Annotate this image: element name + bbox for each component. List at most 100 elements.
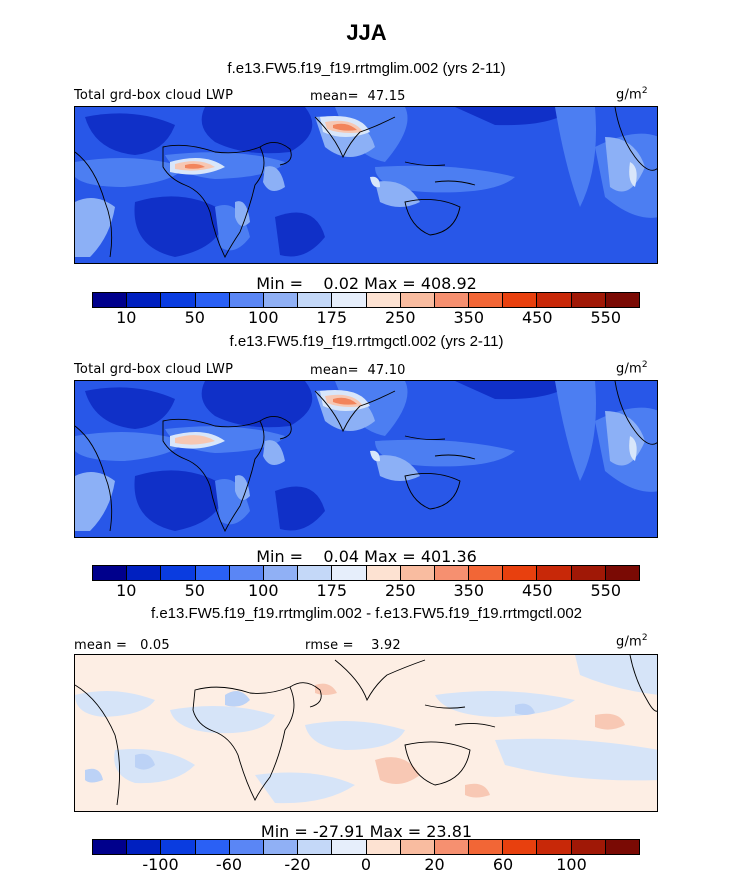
panel3-mean-label: mean = <box>74 638 128 653</box>
colorbar-tick-label: 60 <box>492 855 514 874</box>
colorbar-tick-label: -20 <box>284 855 311 874</box>
colorbar-swatch <box>365 293 400 307</box>
colorbar-swatch <box>399 293 434 307</box>
colorbar-swatch <box>570 840 605 854</box>
colorbar-tick-label: 250 <box>384 581 416 600</box>
colorbar-tick-label: 100 <box>556 855 587 874</box>
panel1-map <box>74 106 658 264</box>
colorbar-swatch <box>160 293 195 307</box>
colorbar-tick-label: 250 <box>384 308 416 327</box>
colorbar-swatch <box>502 840 537 854</box>
panel3-rmse-label: rmse = <box>305 638 354 653</box>
colorbar-swatch <box>262 566 298 580</box>
panel3-map <box>74 654 658 812</box>
panel2-colorbar-ticks: 10 50 100 175 250 350 450 550 <box>92 581 640 601</box>
colorbar-tick-label: 550 <box>590 581 622 600</box>
colorbar-tick-label: 10 <box>116 308 137 327</box>
colorbar-swatch <box>502 293 537 307</box>
panel2-map-svg <box>75 381 657 537</box>
panel2-map <box>74 380 658 538</box>
colorbar-swatch <box>604 840 639 854</box>
colorbar-tick-label: 550 <box>590 308 622 327</box>
colorbar-swatch <box>93 293 127 307</box>
panel1-mean-label: mean= <box>310 89 359 104</box>
panel3-mean: mean = 0.05 <box>74 638 170 653</box>
panel3-colorbar <box>92 839 640 855</box>
colorbar-swatch <box>468 293 503 307</box>
colorbar-tick-label: 50 <box>184 308 205 327</box>
colorbar-tick-label: 100 <box>247 308 279 327</box>
colorbar-swatch <box>604 293 639 307</box>
colorbar-swatch <box>262 840 298 854</box>
colorbar-tick-label: 10 <box>116 581 137 600</box>
colorbar-tick-label: 175 <box>316 308 348 327</box>
panel1-colorbar-ticks: 10 50 100 175 250 350 450 550 <box>92 308 640 328</box>
colorbar-swatch <box>93 840 127 854</box>
panel2-colorbar <box>92 565 640 581</box>
panel1-min-max: Min = 0.02 Max = 408.92 <box>256 274 477 293</box>
colorbar-swatch <box>433 293 469 307</box>
panel2-mean: mean= 47.10 <box>310 363 406 378</box>
colorbar-swatch <box>536 840 571 854</box>
colorbar-tick-label: -100 <box>142 855 179 874</box>
panel3-colorbar-ticks: -100 -60 -20 0 20 60 100 <box>92 855 640 875</box>
colorbar-swatch <box>570 566 605 580</box>
colorbar-swatch <box>194 566 229 580</box>
panel3-min-max: Min = -27.91 Max = 23.81 <box>260 822 473 841</box>
panel3-rmse: rmse = 3.92 <box>305 638 401 653</box>
panel2-units: g/m2 <box>616 360 648 377</box>
panel3-title: f.e13.FW5.f19_f19.rrtmglim.002 - f.e13.F… <box>150 605 582 622</box>
panel1-map-svg <box>75 107 657 263</box>
colorbar-swatch <box>468 840 503 854</box>
colorbar-swatch <box>399 840 434 854</box>
season-title: JJA <box>346 20 387 45</box>
panel2-title: f.e13.FW5.f19_f19.rrtmgctl.002 (yrs 2-11… <box>229 333 504 350</box>
colorbar-swatch <box>365 840 400 854</box>
colorbar-swatch <box>194 293 229 307</box>
colorbar-swatch <box>570 293 605 307</box>
colorbar-swatch <box>297 293 332 307</box>
colorbar-swatch <box>604 566 639 580</box>
colorbar-swatch <box>433 840 469 854</box>
panel3-rmse-value: 3.92 <box>371 638 401 653</box>
panel2-mean-label: mean= <box>310 363 359 378</box>
panel1-colorbar <box>92 292 640 308</box>
colorbar-swatch <box>331 840 366 854</box>
colorbar-tick-label: 450 <box>521 581 553 600</box>
colorbar-swatch <box>194 840 229 854</box>
colorbar-swatch <box>468 566 503 580</box>
colorbar-swatch <box>160 840 195 854</box>
colorbar-tick-label: -60 <box>215 855 243 874</box>
colorbar-tick-label: 350 <box>453 308 485 327</box>
colorbar-swatch <box>93 566 127 580</box>
colorbar-swatch <box>262 293 298 307</box>
colorbar-tick-label: 350 <box>453 581 485 600</box>
panel1-units: g/m2 <box>616 86 648 103</box>
colorbar-swatch <box>126 840 161 854</box>
panel1-mean: mean= 47.15 <box>310 89 406 104</box>
colorbar-tick-label: 450 <box>521 308 553 327</box>
colorbar-swatch <box>228 293 263 307</box>
panel3-mean-value: 0.05 <box>140 638 170 653</box>
colorbar-swatch <box>126 293 161 307</box>
colorbar-swatch <box>297 840 332 854</box>
colorbar-tick-label: 0 <box>360 855 372 874</box>
panel2-mean-value: 47.10 <box>367 363 406 378</box>
colorbar-swatch <box>160 566 195 580</box>
colorbar-swatch <box>365 566 400 580</box>
colorbar-swatch <box>502 566 537 580</box>
colorbar-tick-label: 20 <box>424 855 445 874</box>
panel1-title: f.e13.FW5.f19_f19.rrtmglim.002 (yrs 2-11… <box>227 60 506 77</box>
colorbar-swatch <box>536 293 571 307</box>
panel2-min-max: Min = 0.04 Max = 401.36 <box>256 547 477 566</box>
colorbar-swatch <box>433 566 469 580</box>
panel1-mean-value: 47.15 <box>367 89 406 104</box>
colorbar-tick-label: 175 <box>316 581 348 600</box>
panel3-map-svg <box>75 655 657 811</box>
panel3-units: g/m2 <box>616 633 648 650</box>
colorbar-tick-label: 100 <box>247 581 279 600</box>
panel1-variable-label: Total grd-box cloud LWP <box>74 88 234 103</box>
colorbar-swatch <box>536 566 571 580</box>
colorbar-swatch <box>228 566 263 580</box>
colorbar-swatch <box>331 293 366 307</box>
